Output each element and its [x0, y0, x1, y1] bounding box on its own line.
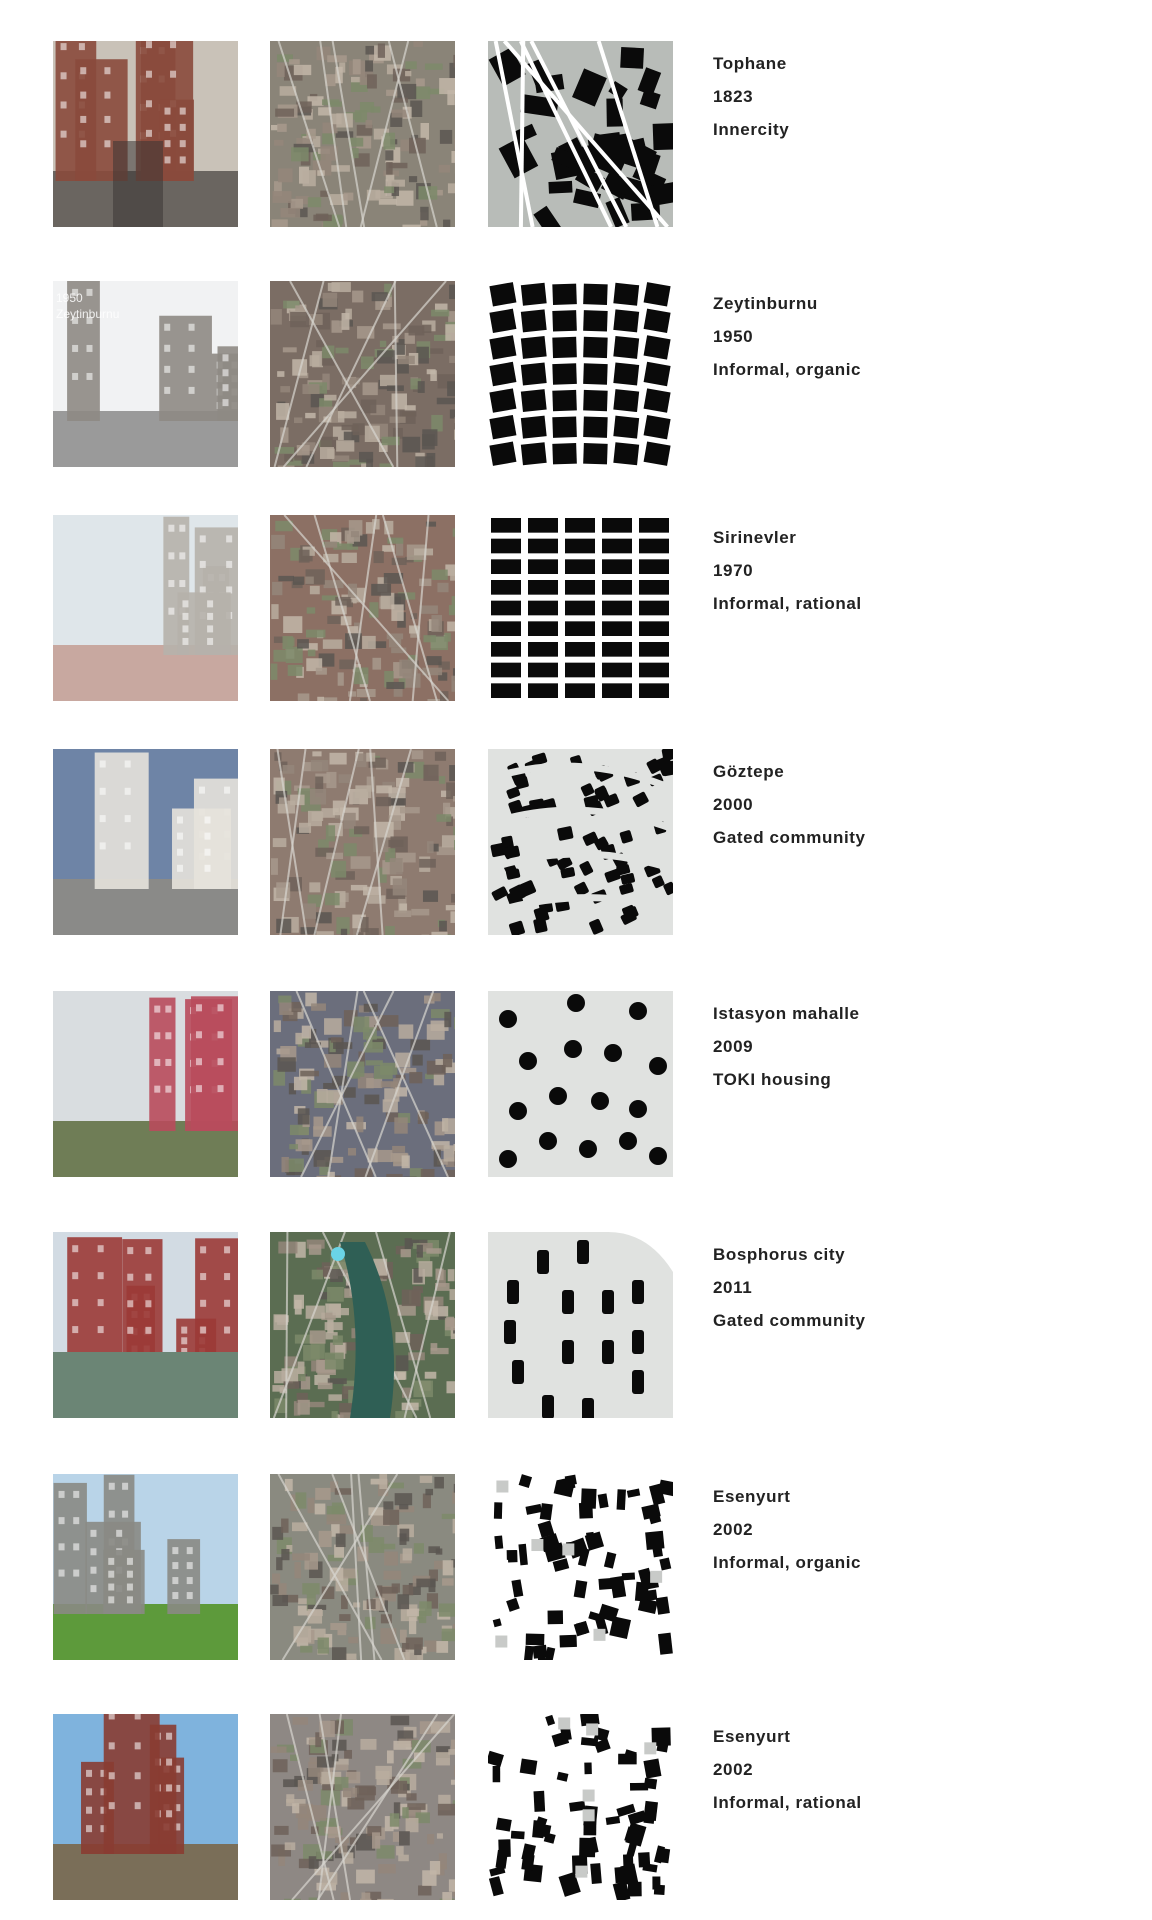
street-photo: [53, 41, 238, 227]
caption: Esenyurt 2002 Informal, organic: [713, 1480, 861, 1579]
figure-ground-plan: [488, 515, 673, 701]
street-photo: 1950 Zeytinburnu: [53, 281, 238, 467]
figure-ground-plan: [488, 281, 673, 467]
aerial-image: [270, 1474, 455, 1660]
neighbourhood-name: Göztepe: [713, 762, 785, 781]
typology-label: Innercity: [713, 120, 790, 139]
figure-ground-plan: [488, 41, 673, 227]
year-label: 1950: [713, 327, 754, 346]
neighbourhood-row: Sirinevler 1970 Informal, rational: [0, 515, 1152, 701]
neighbourhood-row: Bosphorus city 2011 Gated community: [0, 1232, 1152, 1418]
figure-ground-plan: [488, 1474, 673, 1660]
year-label: 1823: [713, 87, 754, 106]
typology-label: Informal, rational: [713, 1793, 862, 1812]
typology-label: TOKI housing: [713, 1070, 832, 1089]
street-photo-image: [53, 749, 238, 935]
street-photo: [53, 1232, 238, 1418]
neighbourhood-name: Tophane: [713, 54, 787, 73]
photo-overlay-text: Zeytinburnu: [56, 307, 119, 321]
street-photo-image: [53, 991, 238, 1177]
typology-label: Informal, organic: [713, 360, 862, 379]
caption: Istasyon mahalle 2009 TOKI housing: [713, 997, 860, 1096]
neighbourhood-name: Sirinevler: [713, 528, 797, 547]
street-photo-image: [53, 1232, 238, 1418]
street-photo: [53, 1474, 238, 1660]
neighbourhood-name: Zeytinburnu: [713, 294, 818, 313]
aerial-image: [270, 749, 455, 935]
neighbourhood-name: Bosphorus city: [713, 1245, 846, 1264]
typology-label: Informal, organic: [713, 1553, 862, 1572]
neighbourhood-row: 1950 Zeytinburnu Zeytinburnu 1950 Informal, …: [0, 281, 1152, 467]
street-photo-image: 1950 Zeytinburnu: [53, 281, 238, 467]
caption: Göztepe 2000 Gated community: [713, 755, 866, 854]
aerial-image: [270, 1232, 455, 1418]
street-photo: [53, 515, 238, 701]
neighbourhood-row: Esenyurt 2002 Informal, organic: [0, 1474, 1152, 1660]
figure-ground-plan: [488, 749, 673, 935]
neighbourhood-row: Esenyurt 2002 Informal, rational: [0, 1714, 1152, 1900]
neighbourhood-name: Istasyon mahalle: [713, 1004, 860, 1023]
street-photo: [53, 991, 238, 1177]
neighbourhood-name: Esenyurt: [713, 1487, 791, 1506]
year-label: 2002: [713, 1760, 754, 1779]
neighbourhood-row: Tophane 1823 Innercity: [0, 41, 1152, 227]
aerial-image: [270, 281, 455, 467]
year-label: 1970: [713, 561, 754, 580]
caption: Bosphorus city 2011 Gated community: [713, 1238, 866, 1337]
aerial-image: [270, 515, 455, 701]
street-photo-image: [53, 41, 238, 227]
figure-ground-plan: [488, 1714, 673, 1900]
neighbourhood-row: Göztepe 2000 Gated community: [0, 749, 1152, 935]
year-label: 2000: [713, 795, 754, 814]
neighbourhood-name: Esenyurt: [713, 1727, 791, 1746]
figure-ground-plan: [488, 1232, 673, 1418]
caption: Sirinevler 1970 Informal, rational: [713, 521, 862, 620]
year-label: 2009: [713, 1037, 754, 1056]
year-label: 2011: [713, 1278, 753, 1297]
caption: Zeytinburnu 1950 Informal, organic: [713, 287, 861, 386]
aerial-image: [270, 991, 455, 1177]
photo-overlay-text: 1950: [56, 291, 83, 305]
street-photo: [53, 1714, 238, 1900]
figure-ground-plan: [488, 991, 673, 1177]
street-photo-image: [53, 515, 238, 701]
year-label: 2002: [713, 1520, 754, 1539]
typology-label: Gated community: [713, 1311, 866, 1330]
street-photo-image: [53, 1714, 238, 1900]
aerial-image: [270, 41, 455, 227]
street-photo: [53, 749, 238, 935]
typology-label: Gated community: [713, 828, 866, 847]
street-photo-image: [53, 1474, 238, 1660]
caption: Tophane 1823 Innercity: [713, 47, 789, 146]
neighbourhood-row: Istasyon mahalle 2009 TOKI housing: [0, 991, 1152, 1177]
caption: Esenyurt 2002 Informal, rational: [713, 1720, 862, 1819]
typology-label: Informal, rational: [713, 594, 862, 613]
aerial-image: [270, 1714, 455, 1900]
